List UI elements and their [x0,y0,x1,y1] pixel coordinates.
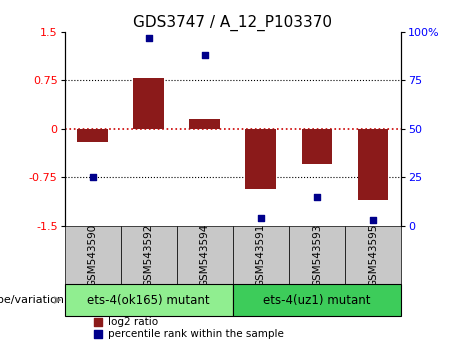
Text: GSM543593: GSM543593 [312,223,322,287]
Title: GDS3747 / A_12_P103370: GDS3747 / A_12_P103370 [133,14,332,30]
Point [201,52,208,58]
Text: log2 ratio: log2 ratio [108,317,159,327]
Point [313,194,321,199]
Point [89,175,96,180]
Bar [301,129,332,164]
Point [369,217,377,223]
Bar [77,129,108,142]
Point [95,319,102,325]
Text: percentile rank within the sample: percentile rank within the sample [108,329,284,339]
Bar [233,285,401,316]
Text: ets-4(ok165) mutant: ets-4(ok165) mutant [88,293,210,307]
Text: GSM543594: GSM543594 [200,223,210,287]
Text: GSM543595: GSM543595 [368,223,378,287]
Text: genotype/variation: genotype/variation [0,295,65,305]
Bar [65,225,121,285]
Text: ets-4(uz1) mutant: ets-4(uz1) mutant [263,293,371,307]
Point [145,35,152,40]
Bar [245,129,276,189]
Bar [289,225,345,285]
Bar [177,225,233,285]
Bar [65,285,233,316]
Bar [189,119,220,129]
Bar [233,225,289,285]
Point [257,215,265,221]
Bar [345,225,401,285]
Text: GSM543591: GSM543591 [256,223,266,287]
Bar [358,129,389,200]
Bar [121,225,177,285]
Text: GSM543590: GSM543590 [88,223,98,287]
Bar [133,78,164,129]
Text: GSM543592: GSM543592 [144,223,154,287]
Point [95,331,102,337]
